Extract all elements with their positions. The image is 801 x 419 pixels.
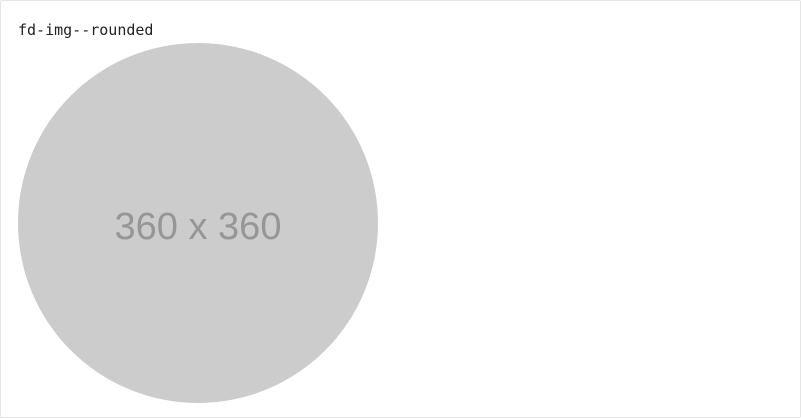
class-label: fd-img--rounded xyxy=(18,21,154,39)
rounded-image-placeholder: 360 x 360 xyxy=(18,43,378,403)
image-size-label: 360 x 360 xyxy=(114,205,282,248)
